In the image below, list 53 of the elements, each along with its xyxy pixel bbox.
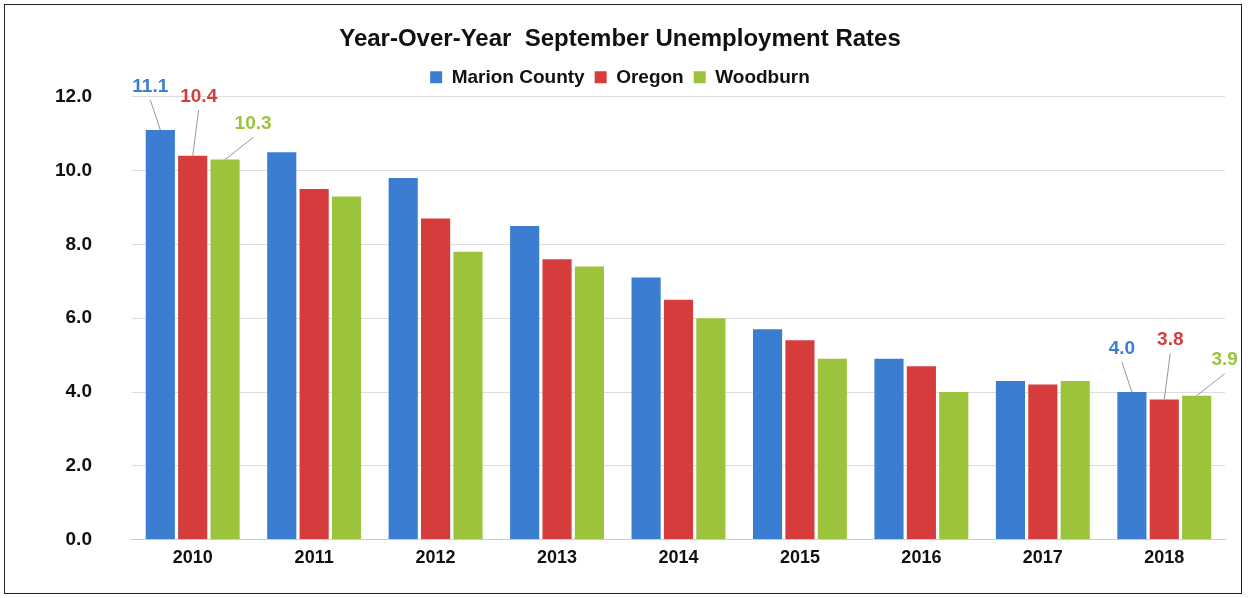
bar [1182,395,1212,540]
x-tick-label: 2018 [1144,547,1185,568]
bar [267,152,297,540]
chart-title: Year-Over-Year September Unemployment Rates [339,24,901,52]
bar [752,329,783,540]
x-tick-label: 2015 [779,547,820,568]
data-label: 3.9 [1211,348,1238,370]
bar [696,318,726,540]
bar [331,196,362,540]
legend-label: Oregon [616,65,684,87]
bar [1117,392,1147,540]
bar [906,366,936,540]
y-tick-label: 8.0 [65,232,92,254]
data-label: 3.8 [1157,328,1184,350]
bar [874,358,904,540]
x-tick-label: 2011 [294,547,334,568]
bar [299,189,329,540]
bar [574,266,604,540]
y-tick-label: 12.0 [55,85,92,107]
y-tick-label: 10.0 [55,158,92,180]
legend-label: Woodburn [715,65,810,87]
bar [421,218,451,540]
bar [1060,380,1090,540]
x-tick-label: 2017 [1022,547,1063,568]
bar [1149,399,1179,540]
bar [210,159,240,540]
bar [939,392,969,540]
bar [1028,384,1058,540]
data-label: 11.1 [132,74,169,96]
x-tick-label: 2014 [658,547,699,568]
data-label: 10.4 [180,84,218,106]
y-tick-label: 0.0 [65,527,92,549]
y-tick-label: 4.0 [65,380,92,402]
x-tick-label: 2012 [415,547,456,568]
bar [631,277,661,540]
bar [453,251,483,540]
bar [178,155,208,540]
bar [388,177,418,540]
bar [663,299,694,540]
bar [510,225,540,540]
data-label: 10.3 [234,112,272,134]
bar [995,380,1026,540]
legend-label: Marion County [451,65,586,87]
bar [145,130,175,540]
x-tick-label: 2010 [172,547,213,568]
data-label: 4.0 [1108,336,1136,358]
x-tick-label: 2013 [537,547,578,568]
bar [817,358,847,540]
y-tick-label: 2.0 [65,454,92,476]
y-tick-label: 6.0 [65,306,92,328]
bar [542,259,572,540]
x-tick-label: 2016 [901,547,942,568]
bar [785,340,815,540]
